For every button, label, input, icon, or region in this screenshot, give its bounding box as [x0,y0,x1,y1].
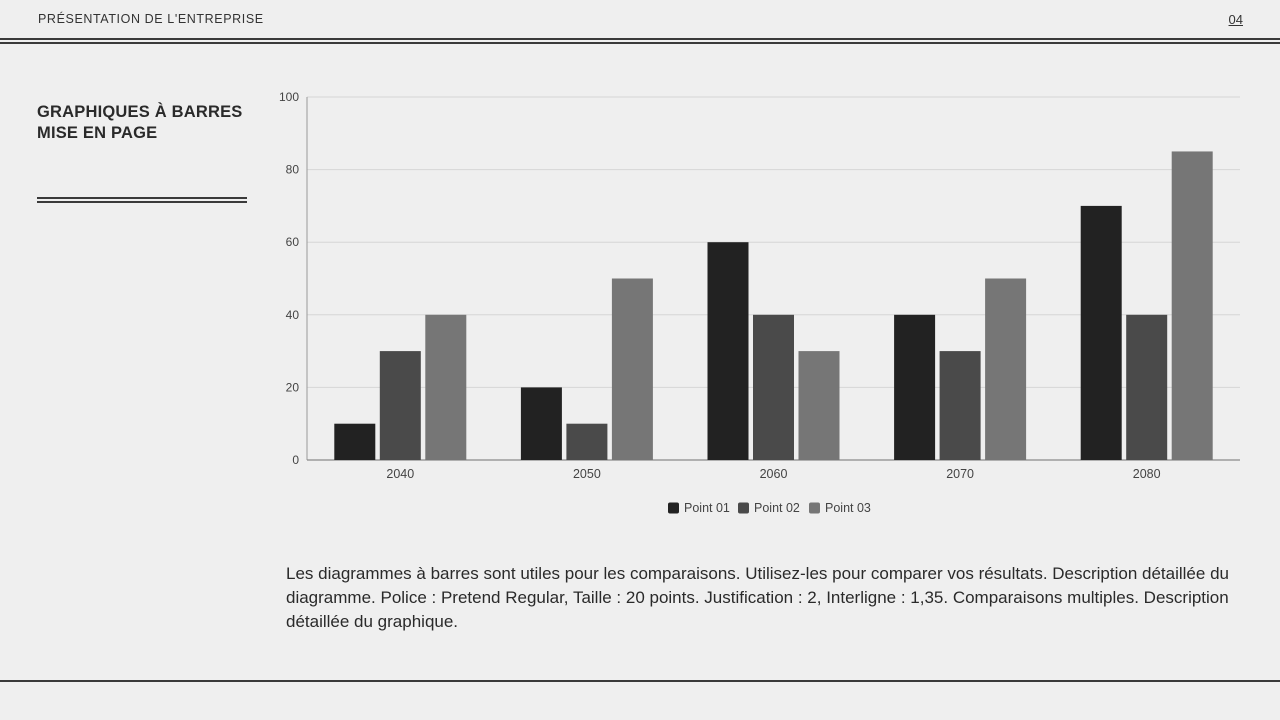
section-title-line-2: MISE EN PAGE [37,124,158,142]
y-tick-label: 100 [279,90,299,104]
bar [753,314,794,460]
legend-label: Point 01 [684,501,730,515]
legend-swatch [668,502,679,514]
bar [939,351,981,460]
bar [611,278,653,460]
y-tick-label: 80 [286,163,300,177]
section-title-line-1: GRAPHIQUES À BARRES [37,103,243,121]
bar [566,423,608,460]
x-tick-label: 2060 [760,467,788,481]
bar [520,387,562,460]
header-title: PRÉSENTATION DE L'ENTREPRISE [38,12,264,26]
bar [379,351,421,460]
bar [798,351,840,460]
bar [985,278,1027,460]
legend-swatch [809,502,820,514]
sidebar-divider-top [37,197,247,199]
y-tick-label: 20 [286,380,300,394]
sidebar-divider-bottom [37,201,247,203]
footer-divider [0,680,1280,682]
header-divider-top [0,38,1280,40]
chart-description: Les diagrammes à barres sont utiles pour… [286,564,1229,631]
legend-label: Point 02 [754,501,800,515]
bar [1126,314,1168,460]
x-tick-label: 2070 [946,467,974,481]
bar [334,423,376,460]
y-tick-label: 40 [286,308,300,322]
x-tick-label: 2080 [1133,467,1161,481]
bar [1080,205,1122,460]
legend-swatch [738,502,749,514]
legend-label: Point 03 [825,501,871,515]
bar [425,314,467,460]
header-divider-bottom [0,42,1280,44]
y-tick-label: 0 [292,453,299,467]
bar [707,242,749,460]
bar [1171,151,1213,460]
x-tick-label: 2040 [386,467,414,481]
page-number[interactable]: 04 [1228,12,1243,27]
section-title: GRAPHIQUES À BARRES MISE EN PAGE [37,102,277,144]
y-tick-label: 60 [286,235,300,249]
x-tick-label: 2050 [573,467,601,481]
bar [894,314,936,460]
